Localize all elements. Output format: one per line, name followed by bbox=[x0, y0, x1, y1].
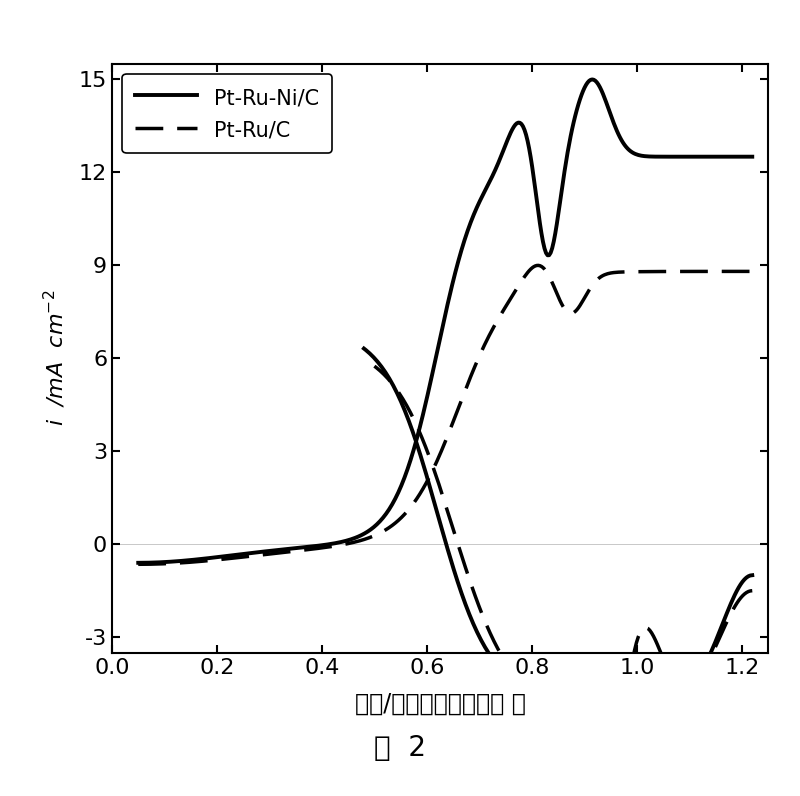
Text: 图  2: 图 2 bbox=[374, 734, 426, 763]
Pt-Ru-Ni/C bbox=[587, 75, 597, 84]
Pt-Ru/C bbox=[207, 556, 217, 565]
Pt-Ru/C bbox=[520, 272, 530, 282]
Pt-Ru-Ni/C bbox=[334, 538, 343, 548]
Pt-Ru/C bbox=[377, 528, 386, 537]
Line: Pt-Ru-Ni/C: Pt-Ru-Ni/C bbox=[138, 80, 752, 563]
Line: Pt-Ru/C: Pt-Ru/C bbox=[138, 265, 752, 564]
Pt-Ru-Ni/C bbox=[134, 558, 143, 568]
Pt-Ru/C bbox=[534, 260, 543, 270]
Pt-Ru/C bbox=[578, 296, 588, 306]
Legend: Pt-Ru-Ni/C, Pt-Ru/C: Pt-Ru-Ni/C, Pt-Ru/C bbox=[122, 74, 332, 153]
Pt-Ru-Ni/C bbox=[747, 152, 757, 162]
Pt-Ru/C bbox=[334, 540, 343, 550]
Pt-Ru-Ni/C bbox=[577, 91, 586, 100]
Pt-Ru-Ni/C bbox=[520, 125, 530, 135]
Pt-Ru/C bbox=[134, 560, 143, 569]
Pt-Ru-Ni/C bbox=[580, 83, 590, 92]
X-axis label: 电位/伏特（可逆氢电极 ）: 电位/伏特（可逆氢电极 ） bbox=[354, 692, 526, 716]
Pt-Ru/C bbox=[582, 291, 591, 300]
Pt-Ru-Ni/C bbox=[207, 553, 217, 563]
Pt-Ru-Ni/C bbox=[377, 515, 386, 525]
Y-axis label: $i$  /mA  cm$^{-2}$: $i$ /mA cm$^{-2}$ bbox=[42, 290, 68, 427]
Pt-Ru/C bbox=[747, 267, 757, 276]
